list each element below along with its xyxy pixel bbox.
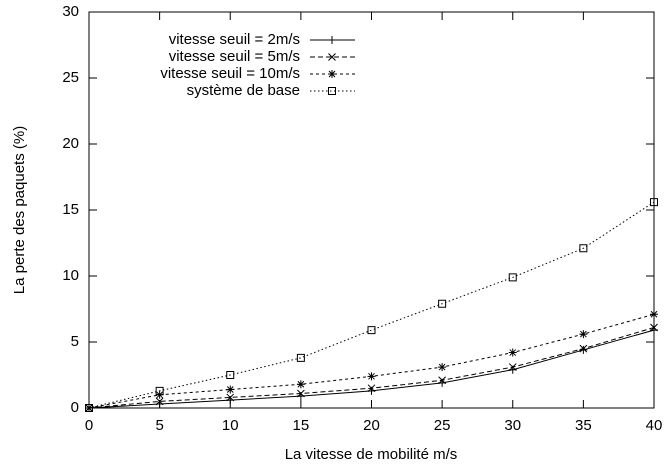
y-tick-label: 15 [62, 201, 79, 218]
y-tick-label: 25 [62, 69, 79, 86]
legend-marker [328, 36, 336, 44]
series-marker [296, 380, 305, 389]
legend-label: vitesse seuil = 5m/s [169, 48, 300, 65]
series-marker [579, 344, 588, 353]
series-marker [508, 273, 517, 282]
series-line [88, 201, 655, 409]
x-tick-label: 0 [85, 417, 93, 434]
legend-label: vitesse seuil = 2m/s [169, 31, 300, 48]
series-marker [85, 404, 93, 412]
x-tick-label: 20 [363, 417, 380, 434]
x-tick-label: 35 [575, 417, 592, 434]
y-tick-label: 20 [62, 135, 79, 152]
series-marker [367, 384, 376, 393]
x-tick-label: 40 [646, 417, 663, 434]
series-marker [155, 397, 164, 406]
series-marker [579, 244, 588, 253]
series-marker [226, 393, 235, 402]
y-tick-label: 0 [71, 399, 79, 416]
series-marker [438, 376, 446, 385]
series-marker [155, 386, 164, 395]
series-marker [508, 348, 517, 357]
series-marker [579, 345, 588, 354]
series-marker [650, 310, 658, 319]
x-tick-label: 10 [222, 417, 239, 434]
x-tick-label: 5 [155, 417, 163, 434]
series-marker [650, 198, 658, 207]
x-tick-label: 15 [293, 417, 310, 434]
y-tick-label: 5 [71, 333, 79, 350]
series-marker [650, 323, 658, 332]
legend-label: vitesse seuil = 10m/s [160, 65, 300, 82]
x-tick-label: 25 [434, 417, 451, 434]
series-marker [438, 299, 447, 308]
y-tick-label: 30 [62, 3, 79, 20]
y-tick-label: 10 [62, 267, 79, 284]
series-marker [296, 353, 305, 362]
legend-marker [328, 70, 336, 78]
series-line [88, 329, 655, 409]
series-marker [367, 372, 376, 381]
series-line [88, 327, 655, 409]
series-marker [367, 326, 376, 335]
legend-marker [328, 87, 336, 95]
series-marker [297, 389, 305, 398]
legend-label: système de base [187, 82, 300, 99]
x-axis-label: La vitesse de mobilité m/s [285, 446, 458, 463]
series-marker [508, 363, 517, 371]
series-marker [226, 385, 235, 394]
legend-marker [328, 53, 336, 61]
series-marker [438, 363, 447, 372]
y-axis-label: La perte des paquets (%) [11, 126, 28, 294]
series-marker [579, 330, 588, 339]
x-tick-label: 30 [504, 417, 521, 434]
series-marker [226, 371, 235, 379]
